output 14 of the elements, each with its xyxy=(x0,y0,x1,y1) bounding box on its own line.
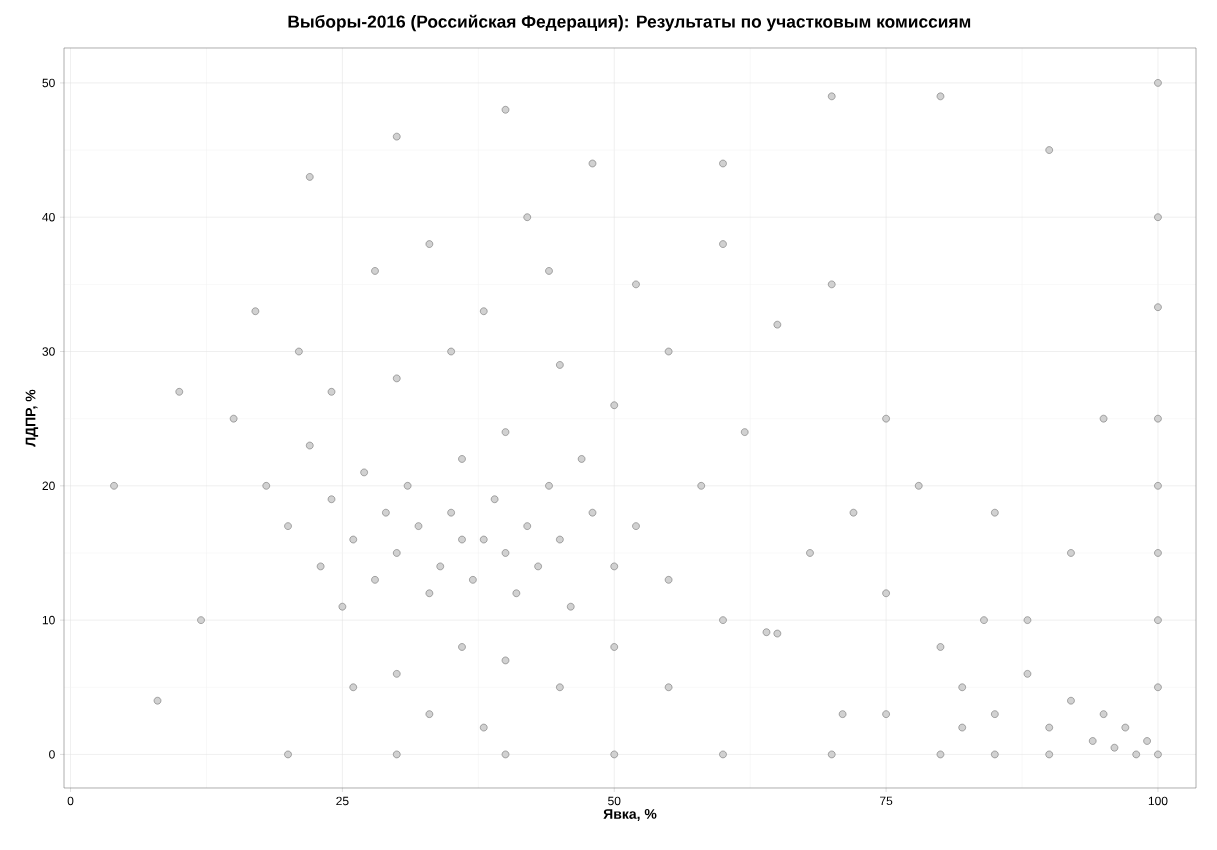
y-tick-label: 50 xyxy=(42,78,55,88)
chart-title: Выборы-2016 (Российская Федерация): Результаты по участковым комиссиям xyxy=(288,14,971,32)
y-axis-title: ЛДПР, % xyxy=(25,389,39,447)
x-tick-label: 50 xyxy=(608,796,621,806)
x-tick-label: 100 xyxy=(1148,796,1168,806)
y-tick-label: 40 xyxy=(42,212,55,222)
x-tick-label: 75 xyxy=(880,796,893,806)
y-tick-label: 20 xyxy=(42,481,55,491)
y-tick-label: 0 xyxy=(49,750,55,759)
x-tick-label: 0 xyxy=(67,796,74,806)
y-tick-label: 30 xyxy=(42,347,55,356)
x-tick-label: 25 xyxy=(336,796,349,806)
x-axis-title: Явка, % xyxy=(603,809,657,821)
y-tick-label: 10 xyxy=(42,615,55,625)
